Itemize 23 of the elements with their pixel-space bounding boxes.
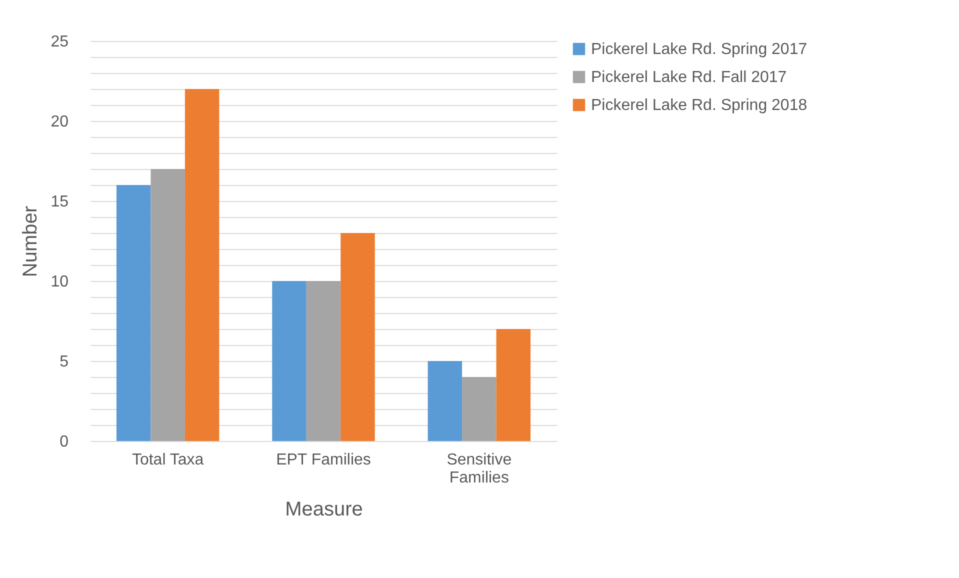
bar	[116, 185, 151, 441]
legend-label: Pickerel Lake Rd. Spring 2017	[591, 41, 808, 58]
legend-label: Pickerel Lake Rd. Fall 2017	[591, 69, 787, 86]
y-tick-label: 10	[50, 274, 69, 290]
bar	[496, 329, 531, 441]
x-tick-label: Sensitive Families	[446, 452, 512, 486]
y-axis-title: Number	[20, 206, 42, 278]
bar	[462, 377, 496, 441]
legend-label: Pickerel Lake Rd. Spring 2018	[591, 97, 808, 114]
y-tick-label: 5	[60, 354, 69, 370]
y-tick-label: 15	[50, 194, 69, 210]
y-tick-label: 25	[50, 34, 69, 50]
x-tick-label: Total Taxa	[132, 452, 204, 468]
x-axis-title: Measure	[285, 498, 363, 520]
bar	[340, 233, 375, 441]
bar	[184, 89, 220, 441]
bar	[150, 169, 185, 441]
bar	[428, 361, 462, 441]
bar	[272, 281, 306, 441]
x-tick-label: EPT Families	[276, 452, 371, 468]
y-tick-label: 20	[50, 114, 69, 130]
y-tick-label: 0	[60, 434, 69, 450]
bar	[306, 281, 341, 441]
